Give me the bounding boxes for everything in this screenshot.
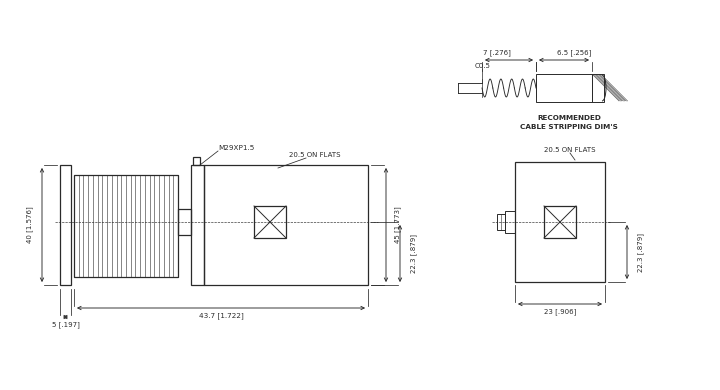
- Text: CABLE STRIPPING DIM'S: CABLE STRIPPING DIM'S: [520, 124, 618, 130]
- Text: C0.5: C0.5: [475, 63, 491, 69]
- Text: 5 [.197]: 5 [.197]: [52, 322, 79, 328]
- Text: 40 [1.576]: 40 [1.576]: [27, 207, 33, 243]
- Text: 7 [.276]: 7 [.276]: [483, 50, 511, 57]
- Bar: [505, 211, 515, 233]
- Text: RECOMMENDED: RECOMMENDED: [537, 115, 601, 121]
- Bar: [592, 74, 604, 102]
- Text: 43.7 [1.722]: 43.7 [1.722]: [199, 313, 243, 319]
- Bar: [191, 165, 204, 285]
- Text: 20.5 ON FLATS: 20.5 ON FLATS: [544, 147, 595, 153]
- Bar: [74, 175, 178, 277]
- Bar: [178, 209, 191, 235]
- Text: 6.5 [.256]: 6.5 [.256]: [557, 50, 591, 57]
- Bar: [204, 165, 368, 285]
- Bar: [254, 206, 286, 238]
- Text: 22.3 [.879]: 22.3 [.879]: [638, 232, 644, 271]
- Bar: [544, 206, 576, 238]
- Bar: [60, 165, 71, 285]
- Bar: [515, 162, 605, 282]
- Text: 22.3 [.879]: 22.3 [.879]: [410, 234, 418, 273]
- Bar: [536, 74, 592, 102]
- Text: M29XP1.5: M29XP1.5: [218, 145, 254, 151]
- Bar: [193, 157, 200, 165]
- Text: 45 [1.773]: 45 [1.773]: [395, 207, 401, 243]
- Bar: [497, 214, 505, 230]
- Text: 23 [.906]: 23 [.906]: [544, 308, 576, 316]
- Text: 20.5 ON FLATS: 20.5 ON FLATS: [289, 152, 341, 158]
